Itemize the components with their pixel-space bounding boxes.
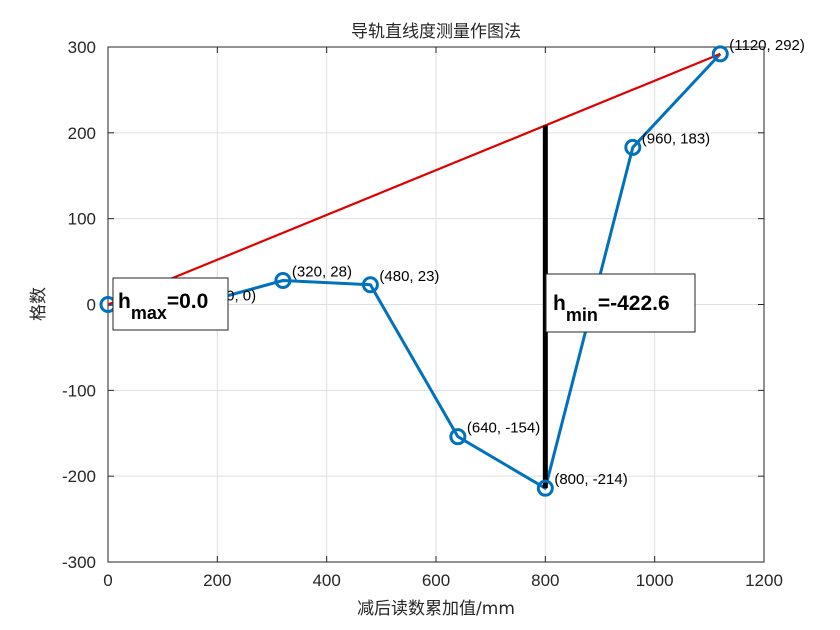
- y-tick-label: 0: [87, 296, 96, 315]
- data-point: [361, 276, 379, 294]
- y-tick-label: 200: [68, 124, 96, 143]
- data-point: [536, 479, 554, 497]
- data-point-label: (320, 28): [292, 263, 352, 280]
- data-point: [274, 271, 292, 289]
- y-axis-label: 格数: [29, 287, 49, 321]
- annotation-text: hmin=-422.6: [553, 292, 670, 325]
- y-tick-label: 100: [68, 210, 96, 229]
- data-point-label: (480, 23): [379, 268, 439, 285]
- x-tick-label: 1200: [745, 571, 783, 590]
- data-point-label: (1120, 292): [729, 37, 805, 54]
- data-point: [449, 428, 467, 446]
- data-point: [624, 138, 642, 156]
- x-tick-label: 800: [531, 571, 559, 590]
- y-tick-label: -200: [62, 467, 96, 486]
- data-point: [711, 45, 729, 63]
- annotation-box: [545, 273, 696, 333]
- x-tick-label: 400: [312, 571, 340, 590]
- chart-title: 导轨直线度测量作图法: [351, 22, 521, 42]
- y-tick-label: -300: [62, 553, 96, 572]
- x-tick-label: 200: [203, 571, 231, 590]
- y-tick-label: -100: [62, 381, 96, 400]
- y-tick-label: 300: [68, 38, 96, 57]
- annotation-text: hmax=0.0: [118, 290, 208, 323]
- x-tick-label: 600: [422, 571, 450, 590]
- x-tick-label: 0: [103, 571, 112, 590]
- data-point-label: (960, 183): [642, 130, 710, 147]
- data-point-label: (640, -154): [467, 420, 540, 437]
- x-axis-label: 减后读数累加值/mm: [357, 599, 515, 619]
- axis-ticks: 0 200 400 600 800 1000 1200 -300 -200 -100 0 100 200…: [62, 38, 783, 590]
- reference-line: [107, 52, 721, 306]
- x-tick-label: 1000: [636, 571, 674, 590]
- annotation-box: [112, 277, 229, 331]
- annotation-boxes: hmax=0.0 hmin=-422.6: [112, 273, 696, 333]
- data-point-label: (800, -214): [554, 471, 627, 488]
